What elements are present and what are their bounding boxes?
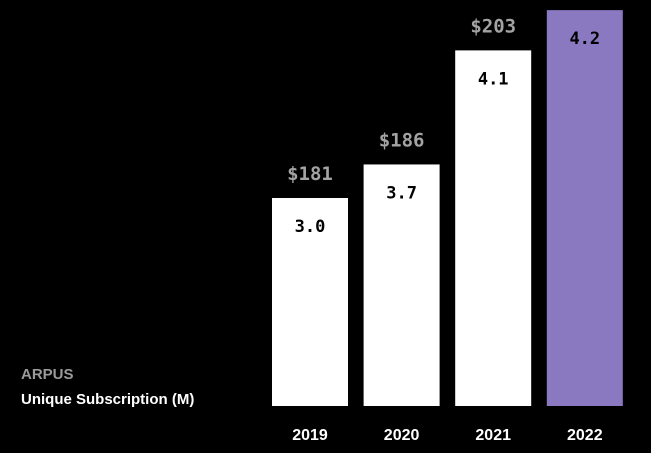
category-label-2022: 2022 xyxy=(567,427,603,444)
legend-arpus-label: ARPUS xyxy=(21,366,74,383)
legend-subscription-label: Unique Subscription (M) xyxy=(21,391,195,408)
arpus-label-2019: $181 xyxy=(287,163,333,185)
legend: ARPUS Unique Subscription (M) xyxy=(21,366,194,409)
subscription-label-2019: 3.0 xyxy=(295,217,326,237)
arpus-label-2020: $186 xyxy=(379,129,425,151)
category-label-2019: 2019 xyxy=(292,427,328,444)
arpus-label-2021: $203 xyxy=(470,15,516,37)
bar-2019 xyxy=(272,198,348,406)
bar-2021 xyxy=(455,50,532,407)
category-label-2020: 2020 xyxy=(384,427,420,444)
bar-2020 xyxy=(363,164,440,406)
category-label-2021: 2021 xyxy=(475,427,511,444)
subscription-label-2022: 4.2 xyxy=(569,29,600,49)
subscription-label-2021: 4.1 xyxy=(478,69,509,89)
subscription-label-2020: 3.7 xyxy=(386,183,417,203)
bar-2022 xyxy=(546,10,623,407)
